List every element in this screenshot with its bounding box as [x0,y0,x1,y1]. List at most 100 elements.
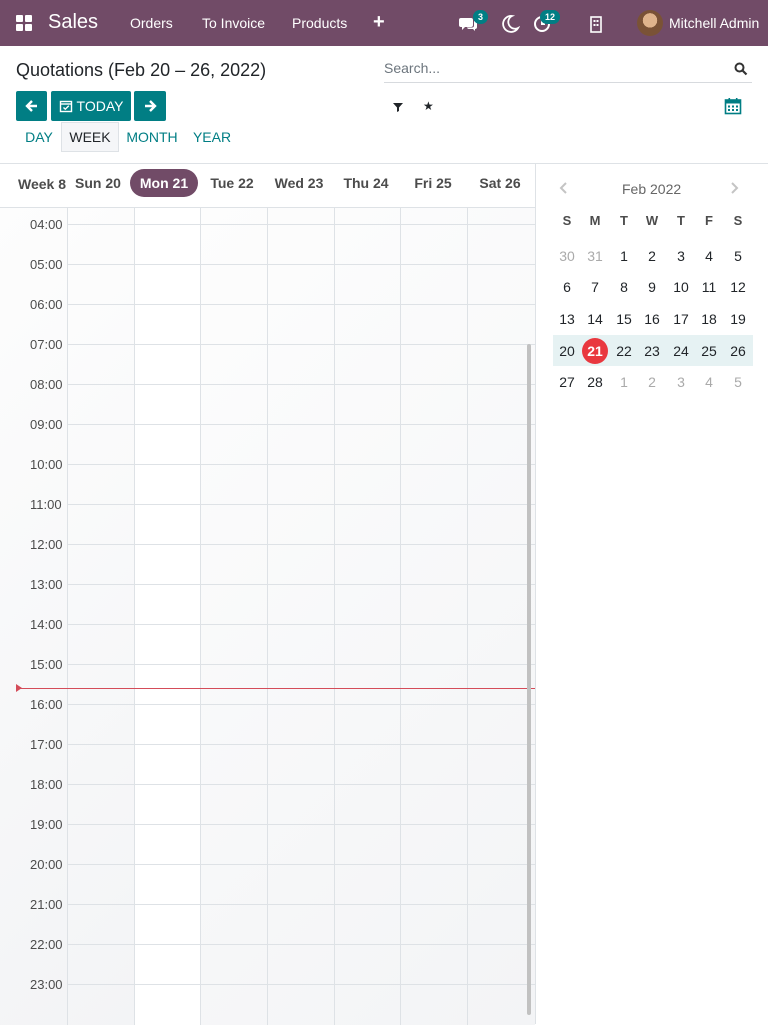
mini-day[interactable]: 3 [677,374,685,390]
scale-tab-year[interactable]: YEAR [192,129,232,145]
mini-day[interactable]: 17 [673,311,689,327]
weekday-label: M [589,213,601,228]
mini-day[interactable]: 30 [559,248,575,264]
mini-day[interactable]: 11 [701,279,717,295]
mini-day[interactable]: 12 [730,279,746,295]
mini-day[interactable]: 20 [559,343,575,359]
mini-day[interactable]: 4 [705,374,713,390]
filter-icon[interactable] [392,101,404,113]
hour-label: 09:00 [30,417,63,432]
hour-line [67,384,535,385]
mini-day[interactable]: 8 [620,279,628,295]
hour-label: 05:00 [30,257,63,272]
search-icon[interactable] [734,62,748,76]
apps-menu-icon[interactable] [16,15,32,31]
day-header[interactable]: Tue 22 [210,175,254,191]
chevron-right-icon[interactable] [727,181,741,195]
day-column-bg [67,208,134,1025]
mini-day[interactable]: 5 [734,248,742,264]
user-avatar[interactable] [637,10,663,36]
calendar-check-icon [59,100,72,113]
day-header-today[interactable]: Mon 21 [130,169,198,197]
hour-label: 14:00 [30,617,63,632]
day-header[interactable]: Sat 26 [479,175,521,191]
mini-day[interactable]: 4 [705,248,713,264]
page-title: Quotations (Feb 20 – 26, 2022) [16,60,267,80]
calendar-view-icon[interactable] [724,97,742,115]
day-header[interactable]: Thu 24 [343,175,389,191]
time-gutter [0,208,67,1025]
company-building-icon[interactable] [586,14,606,34]
mini-day-today[interactable]: 21 [582,338,608,364]
hour-line [67,904,535,905]
mini-day[interactable]: 15 [616,311,632,327]
mini-day[interactable]: 5 [734,374,742,390]
hour-line [67,264,535,265]
hour-label: 13:00 [30,577,63,592]
weekday-label: F [705,213,713,228]
mini-day[interactable]: 6 [563,279,571,295]
mini-day[interactable]: 14 [587,311,603,327]
menu-to-invoice[interactable]: To Invoice [202,15,266,31]
hour-label: 16:00 [30,697,63,712]
hour-line [67,504,535,505]
day-header[interactable]: Sun 20 [75,175,121,191]
day-header[interactable]: Fri 25 [414,175,452,191]
mini-day[interactable]: 22 [616,343,632,359]
hour-line [67,464,535,465]
side-panel: Feb 2022 S M T W T F S 30 31 1 2 3 4 5 6… [535,163,768,1024]
mini-day[interactable]: 18 [701,311,717,327]
new-menu-plus-icon[interactable]: + [373,11,385,33]
dark-mode-moon-icon[interactable] [500,14,520,34]
current-time-line [18,688,535,689]
mini-day[interactable]: 3 [677,248,685,264]
hour-label: 18:00 [30,777,63,792]
mini-day[interactable]: 31 [587,248,603,264]
week-number: Week 8 [18,176,66,192]
mini-day[interactable]: 24 [673,343,689,359]
today-button[interactable]: TODAY [51,91,131,121]
mini-day[interactable]: 9 [648,279,656,295]
mini-day[interactable]: 23 [644,343,660,359]
mini-day[interactable]: 26 [730,343,746,359]
column-divider [467,208,468,1025]
mini-day[interactable]: 16 [644,311,660,327]
search-input[interactable] [384,60,714,76]
hour-label: 07:00 [30,337,63,352]
hour-label: 12:00 [30,537,63,552]
scrollbar-thumb[interactable] [527,344,531,1015]
hour-line [67,864,535,865]
user-name[interactable]: Mitchell Admin [669,15,760,31]
mini-day[interactable]: 1 [620,248,628,264]
messages-icon[interactable] [459,14,479,34]
mini-day[interactable]: 2 [648,248,656,264]
previous-period-button[interactable] [16,91,47,121]
mini-day[interactable]: 19 [730,311,746,327]
time-grid[interactable]: 04:00 05:00 06:00 07:00 08:00 09:00 10:0… [0,208,535,1025]
scale-tab-month[interactable]: MONTH [126,129,178,145]
mini-day[interactable]: 1 [620,374,628,390]
mini-day[interactable]: 27 [559,374,575,390]
mini-day[interactable]: 25 [701,343,717,359]
mini-day[interactable]: 2 [648,374,656,390]
hour-line [67,744,535,745]
menu-orders[interactable]: Orders [130,15,173,31]
weekday-label: T [620,213,628,228]
app-brand[interactable]: Sales [48,11,99,33]
hour-label: 21:00 [30,897,63,912]
mini-day[interactable]: 10 [673,279,689,295]
menu-products[interactable]: Products [292,15,348,31]
chevron-left-icon[interactable] [557,181,571,195]
scale-tab-week[interactable]: WEEK [61,122,119,152]
favorites-star-icon[interactable]: ★ [423,99,434,113]
day-header[interactable]: Wed 23 [274,175,324,191]
next-period-button[interactable] [134,91,166,121]
mini-day[interactable]: 28 [587,374,603,390]
hour-label: 04:00 [30,217,63,232]
mini-day[interactable]: 13 [559,311,575,327]
scale-tab-day[interactable]: DAY [25,129,53,145]
hour-label: 06:00 [30,297,63,312]
mini-day[interactable]: 7 [591,279,599,295]
column-divider [200,208,201,1025]
hour-label: 10:00 [30,457,63,472]
